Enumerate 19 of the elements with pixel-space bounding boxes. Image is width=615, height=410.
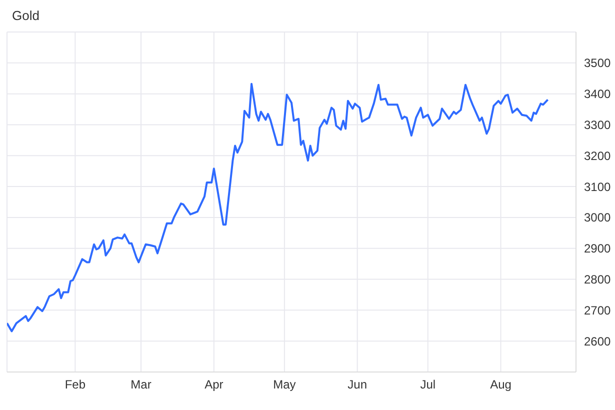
line-series (7, 82, 549, 332)
x-tick-label: Mar (130, 378, 152, 392)
x-tick-label: Jul (420, 378, 436, 392)
y-tick-label: 3300 (584, 118, 612, 132)
y-tick-label: 2700 (584, 303, 612, 318)
y-tick-label: 2900 (584, 242, 612, 256)
y-tick-label: 3000 (584, 210, 612, 225)
y-tick-label: 2600 (584, 334, 612, 348)
x-tick-label: Jun (348, 378, 368, 392)
x-tick-label: May (273, 378, 296, 392)
y-tick-label: 3500 (584, 56, 612, 70)
x-tick-label: Aug (490, 378, 512, 392)
chart-title: Gold (12, 8, 40, 23)
x-tick-label: Apr (204, 378, 224, 392)
y-tick-label: 3100 (584, 180, 612, 194)
y-tick-label: 3400 (584, 87, 612, 102)
y-tick-label: 3200 (584, 148, 612, 163)
x-tick-label: Feb (64, 378, 86, 392)
y-tick-label: 2800 (584, 272, 612, 287)
